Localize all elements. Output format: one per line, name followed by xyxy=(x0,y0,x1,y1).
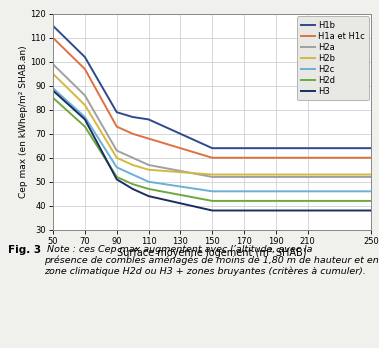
Line: H3: H3 xyxy=(53,90,371,211)
H1a et H1c xyxy=(369,156,374,160)
H2c xyxy=(83,115,87,119)
H1b xyxy=(114,110,119,114)
H3 xyxy=(83,117,87,121)
Line: H1a et H1c: H1a et H1c xyxy=(53,38,371,158)
H2d xyxy=(130,182,135,186)
H2a xyxy=(114,149,119,153)
H2a xyxy=(130,156,135,160)
H2a xyxy=(210,175,215,179)
H1b xyxy=(130,115,135,119)
H2b xyxy=(83,103,87,107)
Y-axis label: Cep max (en kWhep/m² SHAB.an): Cep max (en kWhep/m² SHAB.an) xyxy=(19,46,28,198)
H2c xyxy=(51,86,55,90)
H2c xyxy=(114,165,119,169)
H3 xyxy=(369,208,374,213)
Line: H2a: H2a xyxy=(53,64,371,177)
H1a et H1c xyxy=(51,36,55,40)
H3 xyxy=(51,88,55,93)
H2b xyxy=(146,168,151,172)
H2d xyxy=(146,187,151,191)
H1b xyxy=(146,117,151,121)
H2d xyxy=(51,96,55,100)
H2b xyxy=(130,163,135,167)
Line: H2c: H2c xyxy=(53,88,371,191)
H2c xyxy=(146,180,151,184)
H2a xyxy=(51,62,55,66)
H1a et H1c xyxy=(146,136,151,141)
H2a xyxy=(83,93,87,97)
H3 xyxy=(114,177,119,181)
H2b xyxy=(369,173,374,177)
Line: H2d: H2d xyxy=(53,98,371,201)
H2d xyxy=(210,199,215,203)
H1b xyxy=(369,146,374,150)
Line: H1b: H1b xyxy=(53,26,371,148)
H2b xyxy=(114,156,119,160)
H2a xyxy=(146,163,151,167)
H1b xyxy=(83,55,87,59)
H3 xyxy=(146,194,151,198)
H1a et H1c xyxy=(114,125,119,129)
Line: H2b: H2b xyxy=(53,74,371,175)
H2b xyxy=(51,72,55,76)
H1a et H1c xyxy=(130,132,135,136)
H2c xyxy=(130,173,135,177)
H2d xyxy=(369,199,374,203)
H3 xyxy=(210,208,215,213)
H2a xyxy=(369,175,374,179)
H3 xyxy=(130,187,135,191)
X-axis label: Surface moyenne logement (m² SHAB): Surface moyenne logement (m² SHAB) xyxy=(117,248,307,259)
H2b xyxy=(210,173,215,177)
H2c xyxy=(369,189,374,193)
Text: Note : ces Cep max augmentent avec l’altitude, avec la
présence de combles aména: Note : ces Cep max augmentent avec l’alt… xyxy=(44,245,378,276)
H1b xyxy=(51,24,55,28)
H1b xyxy=(210,146,215,150)
H2d xyxy=(83,125,87,129)
H1a et H1c xyxy=(83,67,87,71)
Text: Fig. 3: Fig. 3 xyxy=(8,245,41,255)
H2c xyxy=(210,189,215,193)
H1a et H1c xyxy=(210,156,215,160)
H2d xyxy=(114,175,119,179)
Legend: H1b, H1a et H1c, H2a, H2b, H2c, H2d, H3: H1b, H1a et H1c, H2a, H2b, H2c, H2d, H3 xyxy=(297,16,369,100)
